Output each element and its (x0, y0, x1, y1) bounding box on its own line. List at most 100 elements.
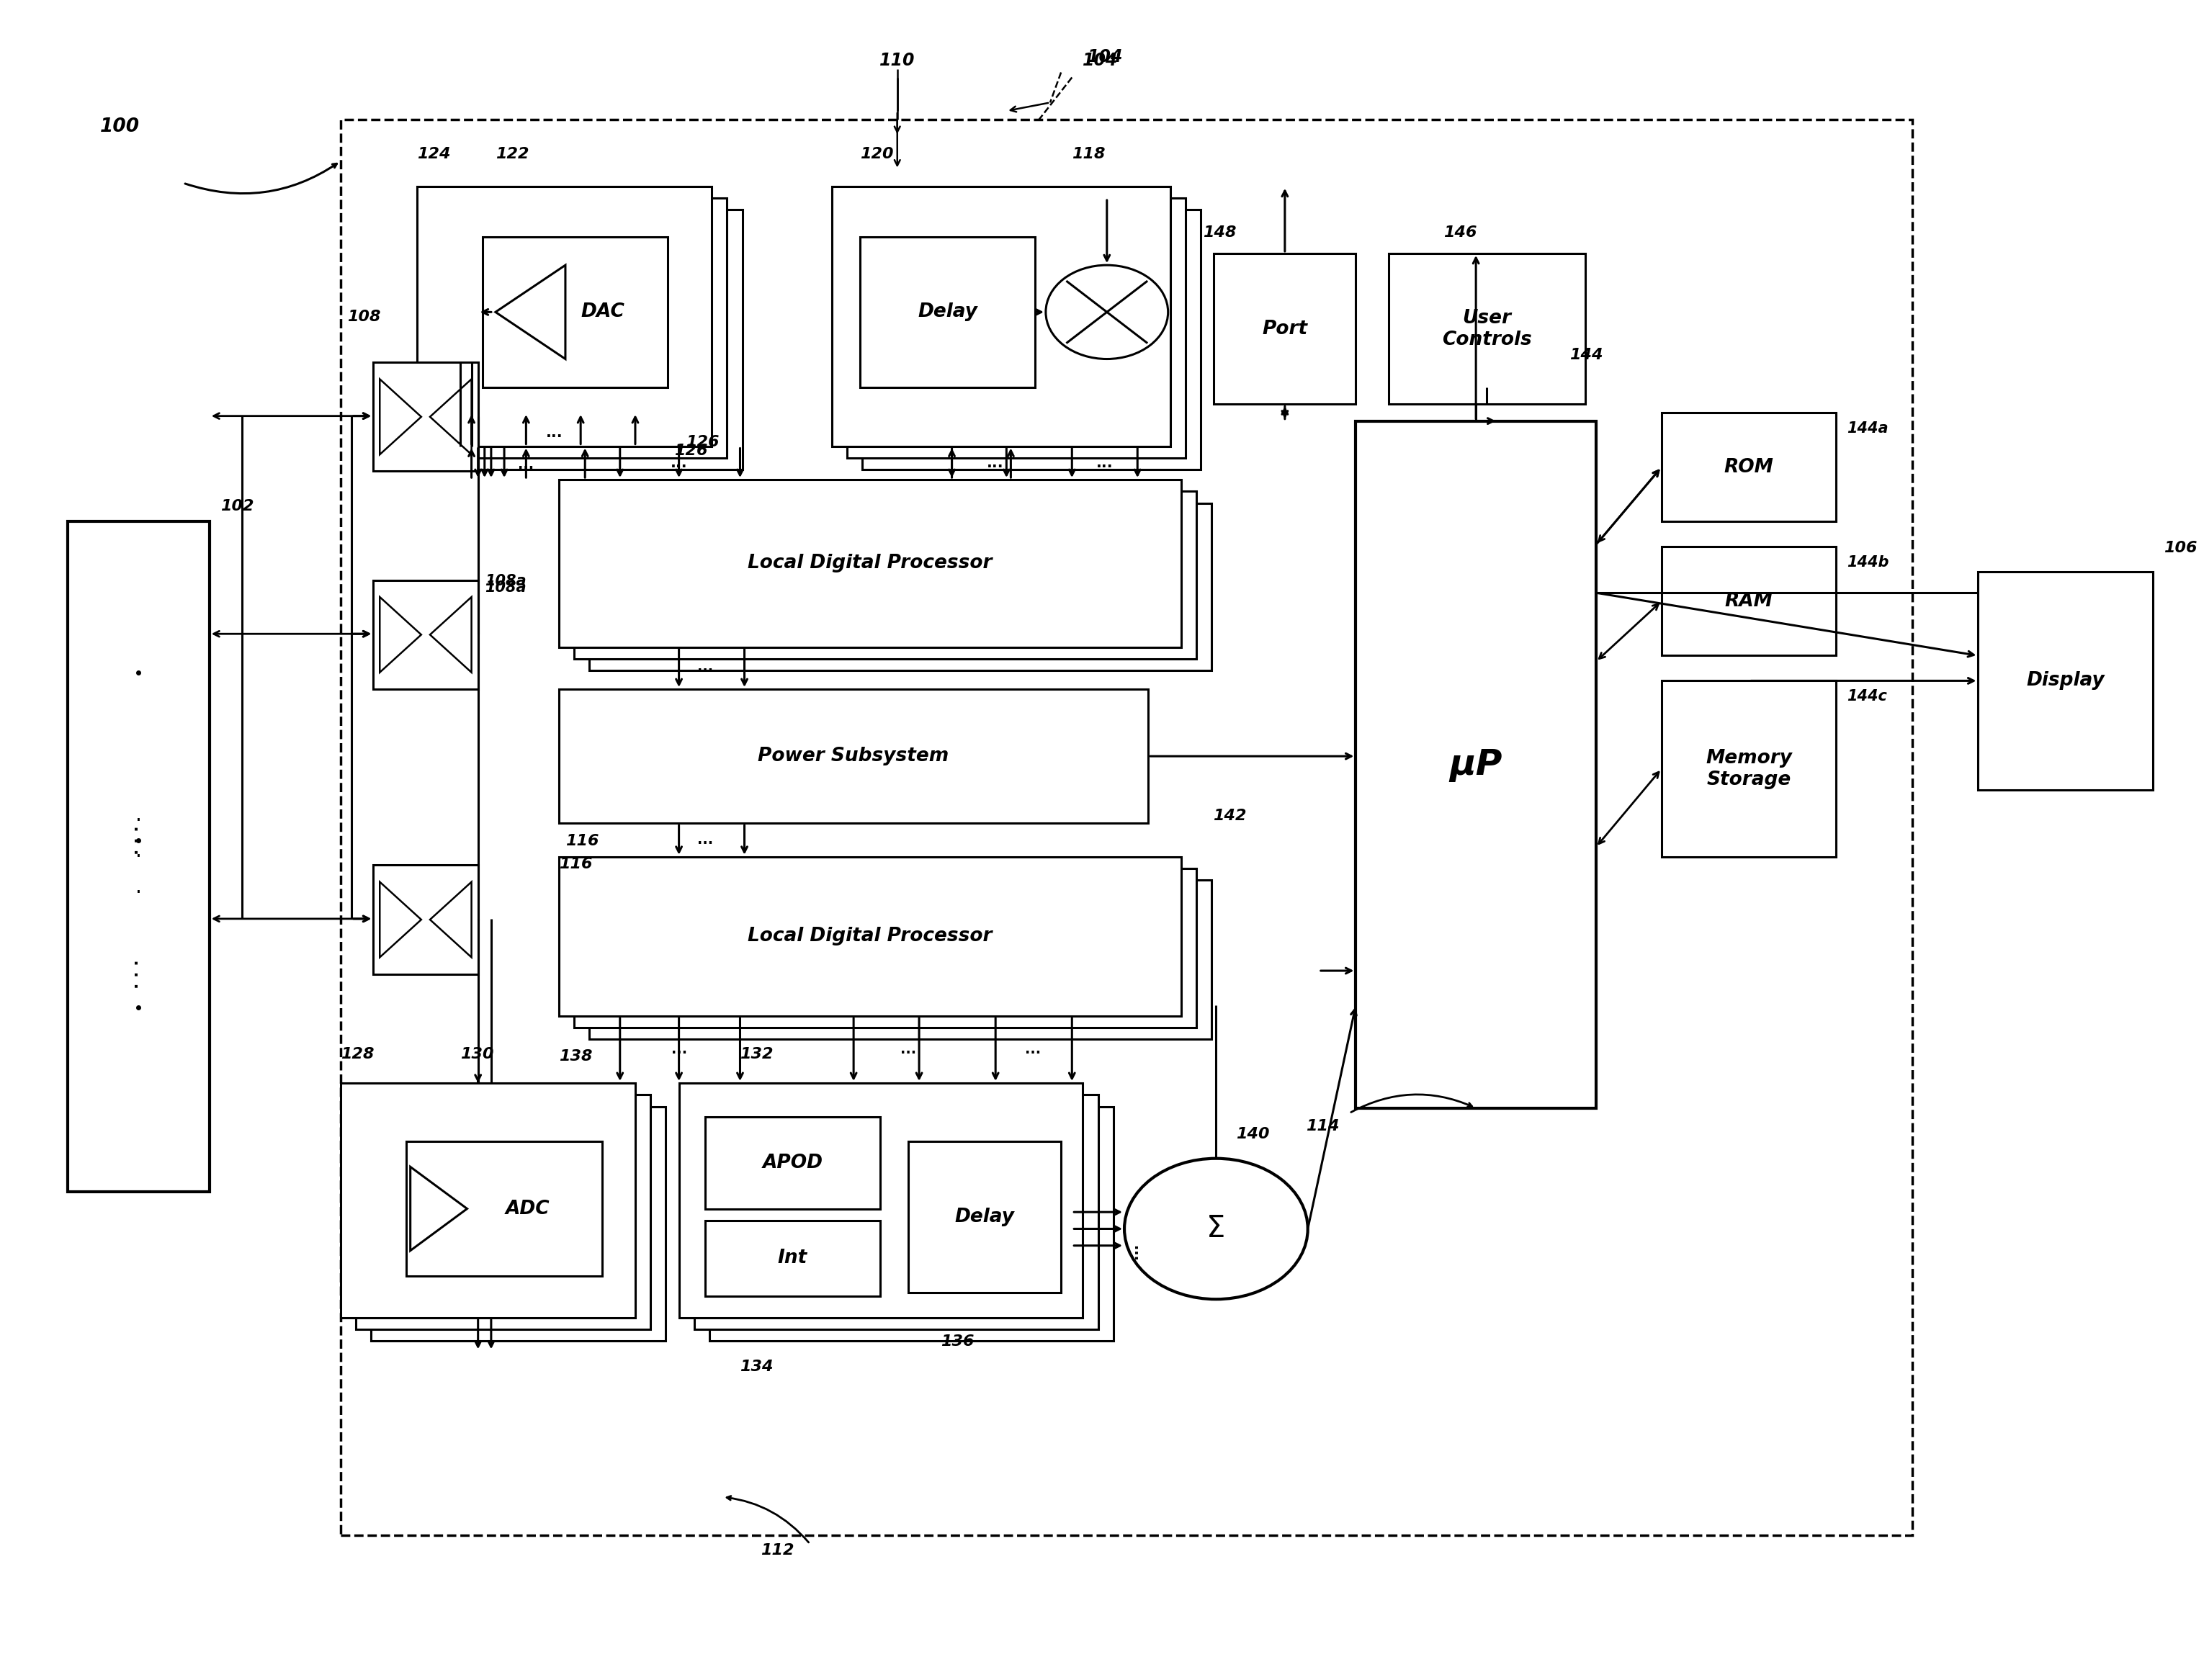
Bar (573, 491, 1197, 659)
Bar (588, 502, 1212, 670)
Text: ...: ... (1025, 1043, 1040, 1057)
Bar (573, 869, 1197, 1028)
Bar (447, 210, 743, 470)
Text: 130: 130 (461, 1047, 494, 1062)
Bar (372, 363, 478, 472)
Text: Delay: Delay (917, 302, 976, 321)
Bar (560, 689, 1148, 823)
Text: ...: ... (899, 1043, 917, 1057)
Bar (355, 1095, 650, 1329)
Text: ...: ... (518, 457, 533, 472)
Bar (372, 865, 478, 974)
Bar (694, 1095, 1098, 1329)
Bar (560, 480, 1181, 647)
Text: Port: Port (1263, 319, 1307, 338)
Text: 132: 132 (741, 1047, 774, 1062)
Bar (705, 1220, 879, 1295)
Text: 112: 112 (760, 1542, 793, 1557)
Text: · · ·: · · · (130, 825, 145, 855)
Text: 140: 140 (1236, 1127, 1270, 1142)
Bar (1662, 680, 1836, 857)
Text: ·
·
·: · · · (134, 811, 141, 902)
Bar (710, 1107, 1113, 1341)
Bar (1355, 422, 1596, 1109)
Text: RAM: RAM (1726, 591, 1772, 610)
Text: ...: ... (547, 425, 562, 440)
Text: 126: 126 (674, 444, 707, 459)
Bar (68, 521, 209, 1191)
Bar (846, 198, 1186, 459)
Bar (1214, 254, 1355, 405)
Text: 134: 134 (741, 1359, 774, 1374)
Text: 126: 126 (685, 435, 719, 450)
Text: Memory
Storage: Memory Storage (1706, 749, 1792, 790)
Text: ...: ... (670, 455, 688, 470)
Text: μP: μP (1450, 748, 1503, 781)
Bar (560, 857, 1181, 1016)
Text: · · ·: · · · (130, 959, 145, 990)
Text: ...: ... (696, 833, 714, 847)
Bar (862, 210, 1201, 470)
Text: 148: 148 (1203, 225, 1236, 240)
Text: 122: 122 (496, 146, 529, 161)
Text: 104: 104 (1082, 52, 1117, 69)
Bar (372, 580, 478, 689)
Bar (1979, 571, 2153, 790)
Text: 144a: 144a (1847, 422, 1889, 435)
Text: Power Subsystem: Power Subsystem (758, 748, 950, 766)
Text: 138: 138 (560, 1050, 593, 1063)
Bar (483, 237, 668, 388)
Text: 106: 106 (2164, 541, 2197, 554)
Text: Display: Display (2025, 672, 2105, 690)
Bar (1389, 254, 1585, 405)
Text: 144: 144 (1569, 348, 1602, 363)
Bar (417, 186, 712, 447)
Text: ...: ... (1126, 1243, 1139, 1258)
Bar (370, 1107, 666, 1341)
Bar (831, 186, 1170, 447)
Text: Int: Int (778, 1248, 807, 1267)
Text: 128: 128 (339, 1047, 375, 1062)
Bar (339, 119, 1913, 1536)
Text: ADC: ADC (505, 1200, 551, 1218)
Text: 108: 108 (346, 309, 381, 324)
Text: 108a: 108a (485, 575, 527, 588)
Text: 142: 142 (1212, 808, 1247, 823)
Text: ...: ... (670, 1043, 688, 1057)
Bar (406, 1142, 602, 1275)
Text: ...: ... (1095, 455, 1113, 470)
Text: User
Controls: User Controls (1441, 309, 1532, 349)
Text: 144c: 144c (1847, 689, 1887, 704)
Text: 100: 100 (99, 118, 141, 136)
Text: 118: 118 (1071, 146, 1106, 161)
Bar (1662, 546, 1836, 655)
Text: 104: 104 (1087, 49, 1122, 66)
Text: ROM: ROM (1724, 457, 1774, 477)
Text: 102: 102 (220, 499, 253, 512)
Text: DAC: DAC (582, 302, 626, 321)
Text: 114: 114 (1305, 1119, 1340, 1134)
Text: 110: 110 (879, 52, 915, 69)
Bar (679, 1084, 1082, 1317)
Text: 146: 146 (1444, 225, 1477, 240)
Text: Σ: Σ (1206, 1213, 1225, 1243)
Text: APOD: APOD (763, 1152, 822, 1173)
Text: 136: 136 (941, 1334, 974, 1349)
Text: 116: 116 (560, 857, 593, 872)
Bar (432, 198, 727, 459)
Bar (908, 1142, 1060, 1292)
Bar (860, 237, 1036, 388)
Text: 144b: 144b (1847, 554, 1889, 570)
Text: Local Digital Processor: Local Digital Processor (747, 927, 992, 946)
Bar (339, 1084, 635, 1317)
Bar (588, 880, 1212, 1040)
Text: 116: 116 (566, 833, 599, 848)
Text: 108a: 108a (485, 580, 527, 595)
Text: 120: 120 (860, 146, 893, 161)
Text: 124: 124 (417, 146, 450, 161)
Text: Local Digital Processor: Local Digital Processor (747, 554, 992, 573)
Text: Delay: Delay (954, 1208, 1014, 1226)
Bar (1662, 413, 1836, 521)
Text: ...: ... (987, 455, 1005, 470)
Bar (705, 1117, 879, 1208)
